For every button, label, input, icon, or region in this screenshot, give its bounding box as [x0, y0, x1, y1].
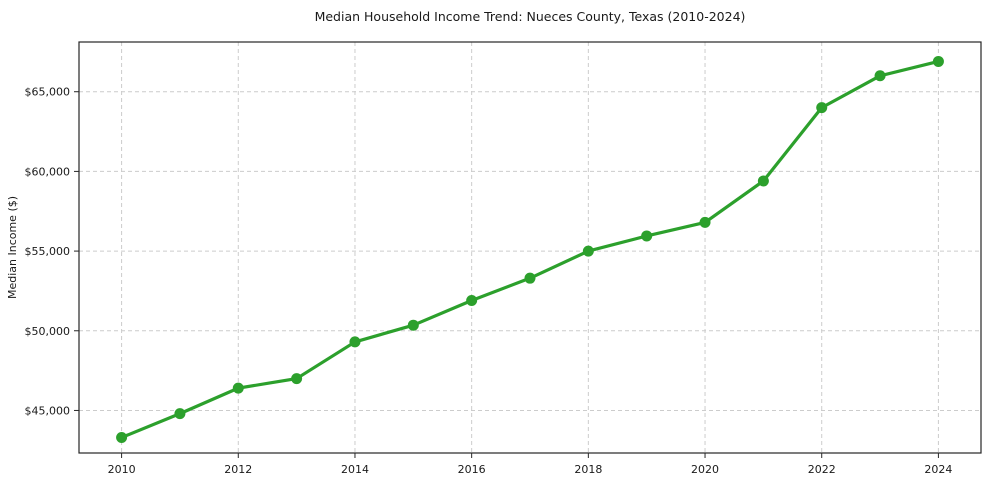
- y-tick-label: $60,000: [25, 165, 71, 178]
- data-point-2011: [174, 408, 186, 420]
- x-tick-label: 2016: [458, 463, 486, 476]
- y-axis-label: Median Income ($): [6, 196, 19, 299]
- y-tick-label: $50,000: [25, 325, 71, 338]
- data-point-2024: [932, 55, 944, 67]
- data-point-2014: [349, 336, 361, 348]
- x-tick-label: 2018: [574, 463, 602, 476]
- x-tick-label: 2024: [924, 463, 952, 476]
- x-tick-label: 2020: [691, 463, 719, 476]
- series-line: [119, 59, 941, 440]
- data-point-2013: [291, 373, 303, 385]
- data-point-2020: [699, 216, 711, 228]
- y-tick-label: $65,000: [25, 86, 71, 99]
- data-point-2012: [232, 382, 244, 394]
- x-tick-label: 2010: [108, 463, 136, 476]
- axes-box: [78, 41, 982, 454]
- x-tick-label: 2012: [224, 463, 252, 476]
- y-tick-label: $55,000: [25, 245, 71, 258]
- chart-title: Median Household Income Trend: Nueces Co…: [314, 9, 746, 24]
- data-point-2016: [466, 294, 478, 306]
- data-point-2017: [524, 272, 536, 284]
- x-tick-label: 2014: [341, 463, 369, 476]
- data-point-2023: [874, 70, 886, 82]
- data-point-2018: [582, 245, 594, 257]
- data-point-2010: [116, 432, 128, 444]
- x-tick-label: 2022: [808, 463, 836, 476]
- data-point-2022: [816, 102, 828, 114]
- data-point-2021: [757, 175, 769, 187]
- data-point-2019: [641, 230, 653, 242]
- data-point-2015: [407, 319, 419, 331]
- y-tick-label: $45,000: [25, 404, 71, 417]
